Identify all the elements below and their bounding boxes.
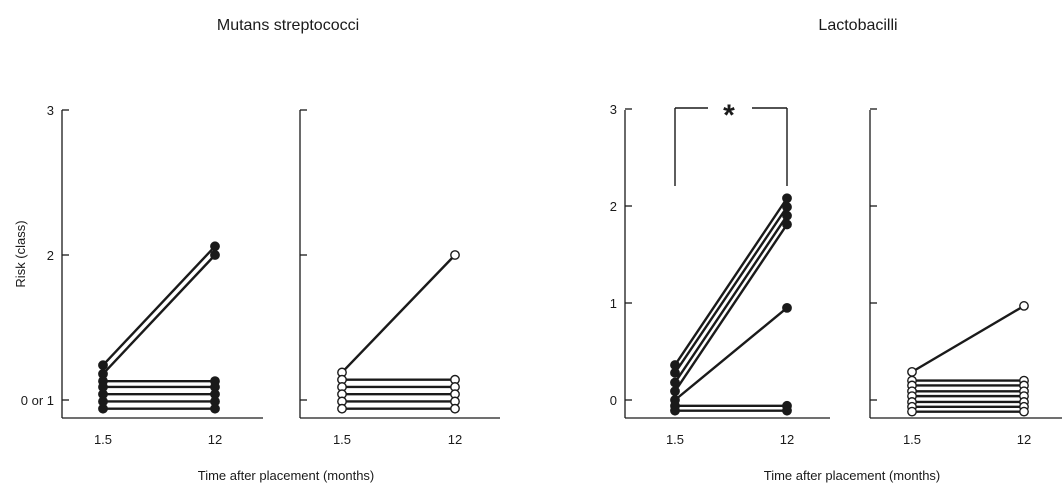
data-point: [450, 403, 460, 414]
x-tick-label: 12: [448, 432, 462, 447]
data-point: [337, 403, 347, 414]
data-point: [450, 250, 460, 260]
data-point: [782, 210, 792, 221]
series-line: [102, 254, 216, 375]
data-point: [1019, 301, 1029, 311]
data-point: [907, 366, 917, 377]
data-point: [907, 406, 917, 417]
data-point: [782, 219, 792, 230]
y-tick-label: 0 or 1: [21, 393, 54, 408]
y-tick-label: 2: [47, 248, 54, 263]
y-tick-label: 3: [47, 103, 54, 118]
data-point: [210, 403, 220, 414]
y-tick-label: 3: [610, 102, 617, 117]
chart-title-mutans: Mutans streptococci: [217, 17, 359, 34]
y-tick-label: 2: [610, 199, 617, 214]
series-line: [674, 206, 788, 374]
data-point: [210, 241, 220, 252]
data-point: [98, 360, 108, 371]
series-line: [102, 245, 216, 367]
y-axis-title: Risk (class): [13, 220, 28, 287]
x-axis-title-mutans: Time after placement (months): [198, 468, 375, 483]
x-tick-label: 1.5: [903, 432, 921, 447]
x-tick-label: 12: [780, 432, 794, 447]
data-point: [98, 403, 108, 414]
series-line: [674, 197, 788, 366]
data-point: [782, 302, 792, 313]
data-point: [670, 386, 680, 397]
x-tick-label: 1.5: [94, 432, 112, 447]
y-tick-label: 1: [610, 296, 617, 311]
series-line: [341, 254, 456, 374]
series-line: [911, 304, 1025, 373]
significance-star: *: [723, 99, 735, 132]
y-tick-label: 0: [610, 393, 617, 408]
series-line: [674, 306, 788, 401]
series-line: [674, 223, 788, 392]
data-point: [782, 193, 792, 204]
x-tick-label: 1.5: [666, 432, 684, 447]
data-point: [1019, 406, 1029, 417]
data-point: [782, 405, 792, 416]
data-point: [670, 367, 680, 378]
x-tick-label: 12: [1017, 432, 1031, 447]
data-point: [670, 405, 680, 416]
data-point: [210, 250, 220, 260]
chart-title-lactobacilli: Lactobacilli: [818, 17, 897, 34]
series-line: [674, 215, 788, 384]
x-tick-label: 12: [208, 432, 222, 447]
x-axis-title-lactobacilli: Time after placement (months): [764, 468, 941, 483]
data-point: [782, 202, 792, 212]
x-tick-label: 1.5: [333, 432, 351, 447]
